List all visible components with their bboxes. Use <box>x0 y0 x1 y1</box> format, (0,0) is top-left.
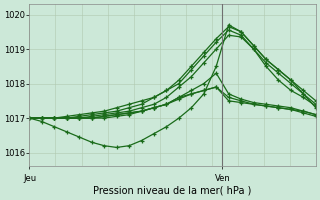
X-axis label: Pression niveau de la mer( hPa ): Pression niveau de la mer( hPa ) <box>93 186 252 196</box>
